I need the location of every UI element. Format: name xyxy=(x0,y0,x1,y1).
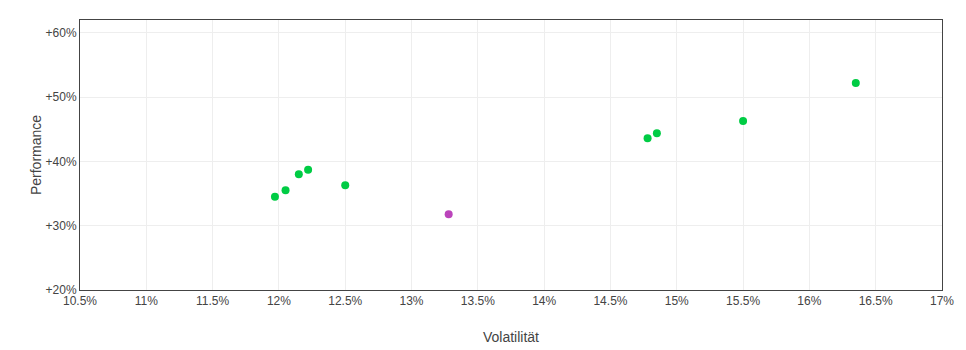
svg-text:+20%: +20% xyxy=(46,283,77,297)
svg-text:12.5%: 12.5% xyxy=(328,294,362,308)
svg-text:+50%: +50% xyxy=(46,90,77,104)
svg-text:16.5%: 16.5% xyxy=(859,294,893,308)
svg-text:+40%: +40% xyxy=(46,155,77,169)
svg-text:Performance: Performance xyxy=(28,115,44,195)
svg-text:17%: 17% xyxy=(930,294,954,308)
svg-text:+30%: +30% xyxy=(46,219,77,233)
svg-text:11.5%: 11.5% xyxy=(196,294,229,308)
svg-text:15%: 15% xyxy=(665,294,689,308)
svg-text:12%: 12% xyxy=(267,294,291,308)
svg-text:14%: 14% xyxy=(532,294,556,308)
svg-text:14.5%: 14.5% xyxy=(593,294,627,308)
svg-text:+60%: +60% xyxy=(46,26,77,40)
svg-text:16%: 16% xyxy=(797,294,821,308)
svg-text:15.5%: 15.5% xyxy=(726,294,760,308)
svg-text:13.5%: 13.5% xyxy=(461,294,495,308)
svg-text:Volatilität: Volatilität xyxy=(483,329,539,345)
svg-text:13%: 13% xyxy=(400,294,424,308)
svg-text:10.5%: 10.5% xyxy=(63,294,97,308)
svg-text:11%: 11% xyxy=(135,294,158,308)
